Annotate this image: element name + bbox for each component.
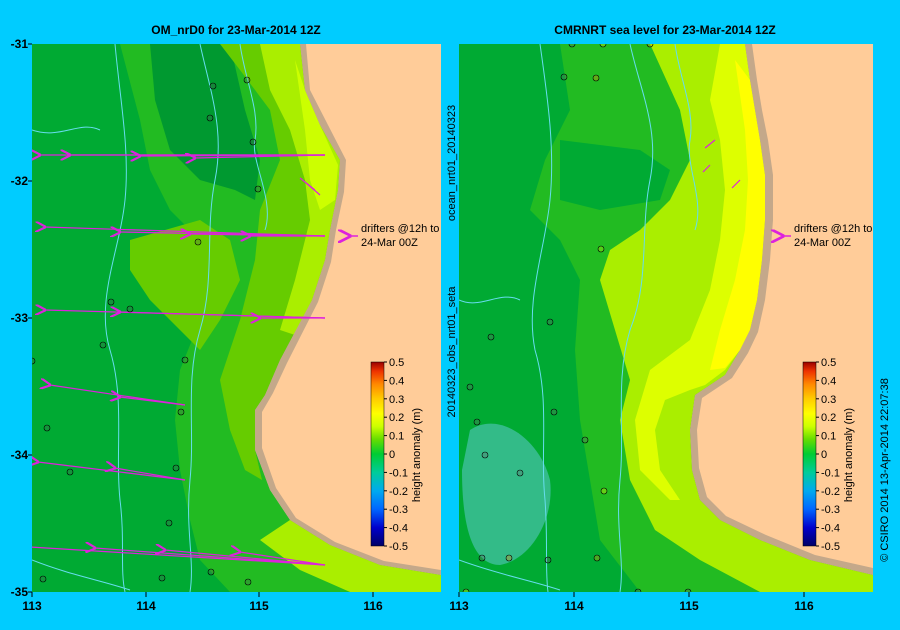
ocean-band-dark-right [560, 140, 670, 210]
y-axis-ticks: -31 -32 -33 -34 -35 [11, 37, 32, 599]
colorbar-tick-label: 0.4 [389, 375, 404, 387]
drifter-markers [32, 76, 262, 586]
colorbar-tick-label: 0.1 [821, 431, 836, 443]
right-colorbar-ticks: 0.5 0.4 0.3 0.2 0.1 0 -0.1 -0.2 -0.3 -0.4 -0.5 [816, 357, 840, 553]
colorbar-tick-label: 0.2 [389, 412, 404, 424]
right-annotation-line1: drifters @12h to [794, 223, 872, 235]
vertical-label-model: ocean_nrt01_20140323 [446, 105, 458, 221]
x-tick-label-left: 113 [22, 599, 42, 613]
colorbar-tick-label: 0 [821, 449, 827, 461]
left-colorbar: 0.5 0.4 0.3 0.2 0.1 0 -0.1 -0.2 -0.3 -0.4 -0.5 hei… [370, 357, 423, 553]
left-map-panel [32, 44, 441, 592]
ocean-band-light-2 [130, 220, 240, 350]
vertical-label-obs: 20140323_obs_nrt01_seta [446, 286, 458, 418]
x-axis-ticks-right: 113 114 115 116 [449, 592, 814, 613]
ocean-band-yellow-right [635, 44, 765, 500]
left-annotation-line1: drifters @12h to [361, 223, 439, 235]
left-colorbar-ticks: 0.5 0.4 0.3 0.2 0.1 0 -0.1 -0.2 -0.3 -0.4 -0.5 [384, 357, 408, 553]
colorbar-tick-label: -0.2 [389, 486, 408, 498]
colorbar-tick-label: -0.5 [821, 541, 840, 553]
y-tick-label: -33 [11, 311, 29, 325]
colorbar-tick-label: -0.4 [389, 523, 408, 535]
ocean-band-dark [150, 44, 260, 200]
credit-label: © CSIRO 2014 13-Apr-2014 22:07:38 [879, 378, 891, 562]
colorbar-tick-label: 0.4 [821, 375, 836, 387]
colorbar-tick-label: -0.3 [389, 504, 408, 516]
x-tick-label-right: 114 [564, 599, 584, 613]
colorbar-tick-label: 0.5 [821, 357, 836, 369]
colorbar-tick-label: 0.5 [389, 357, 404, 369]
colorbar-tick-label: 0.1 [389, 431, 404, 443]
drifter-tracks-right [702, 139, 741, 189]
x-tick-label-left: 114 [136, 599, 156, 613]
x-tick-label-right: 115 [679, 599, 699, 613]
y-tick-label: -32 [11, 174, 29, 188]
drifter-markers-right [462, 44, 692, 592]
colorbar-tick-label: -0.4 [821, 523, 840, 535]
colorbar-tick-label: -0.2 [821, 486, 840, 498]
y-tick-label: -34 [11, 448, 29, 462]
ocean-band-yellow [260, 44, 340, 335]
x-axis-ticks-left: 113 114 115 116 [22, 592, 383, 613]
colorbar-tick-label: 0.3 [821, 394, 836, 406]
colorbar-tick-label: 0.2 [821, 412, 836, 424]
colorbar-tick-label: -0.3 [821, 504, 840, 516]
y-tick-label: -31 [11, 37, 29, 51]
ocean-band-south [260, 520, 441, 592]
x-tick-label-right: 113 [449, 599, 469, 613]
y-tick-label: -35 [11, 585, 29, 599]
x-tick-label-right: 116 [794, 599, 814, 613]
ocean-band-bright-right [710, 60, 765, 370]
colorbar-tick-label: 0 [389, 449, 395, 461]
right-colorbar-label: height anomaly (m) [843, 408, 855, 502]
contour-lines-right [459, 44, 699, 592]
left-panel-title: OM_nrD0 for 23-Mar-2014 12Z [151, 23, 320, 37]
left-colorbar-label: height anomaly (m) [411, 408, 423, 502]
x-tick-label-left: 115 [249, 599, 269, 613]
colorbar-tick-label: -0.1 [389, 467, 408, 479]
right-annotation-line2: 24-Mar 00Z [794, 237, 851, 249]
colorbar-tick-label: 0.3 [389, 394, 404, 406]
x-tick-label-left: 116 [363, 599, 383, 613]
ocean-band-yellow-2 [295, 60, 338, 210]
right-colorbar: 0.5 0.4 0.3 0.2 0.1 0 -0.1 -0.2 -0.3 -0.4 -0.5 hei… [802, 357, 855, 553]
ocean-eddy-right [462, 423, 551, 565]
colorbar-tick-label: -0.5 [389, 541, 408, 553]
left-annotation-line2: 24-Mar 00Z [361, 237, 418, 249]
right-panel-title: CMRNRT sea level for 23-Mar-2014 12Z [554, 23, 775, 37]
colorbar-tick-label: -0.1 [821, 467, 840, 479]
drifter-tracks [32, 155, 326, 566]
